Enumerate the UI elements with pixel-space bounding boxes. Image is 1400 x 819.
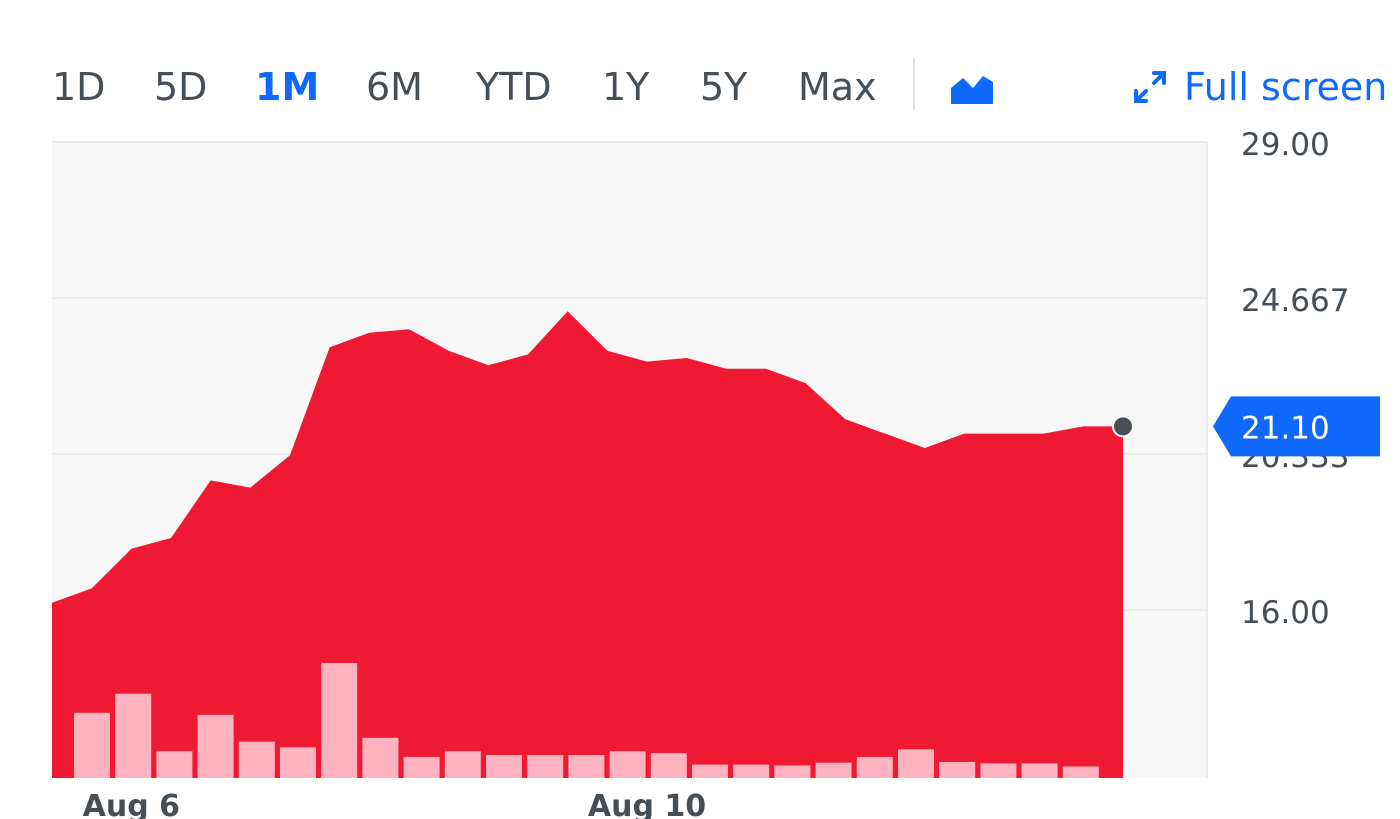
volume-bar <box>527 755 564 778</box>
volume-bar <box>115 693 152 778</box>
plot-area <box>52 141 1208 779</box>
volume-bar <box>815 762 852 778</box>
volume-bar <box>1021 763 1058 778</box>
volume-bar <box>898 749 934 779</box>
volume-bar <box>486 755 522 778</box>
volume-bar <box>444 751 481 778</box>
range-5d[interactable]: 5D <box>154 65 208 109</box>
volume-bar <box>980 763 1017 778</box>
volume-bar <box>362 737 399 779</box>
x-tick-label: Aug 10 <box>588 789 706 819</box>
current-price-tag <box>1213 396 1380 457</box>
fullscreen-button[interactable]: Full screen <box>1130 60 1387 114</box>
chart-toolbar: 1D 5D 1M 6M YTD 1Y 5Y Max Full screen <box>0 0 1400 140</box>
volume-bar <box>197 714 234 778</box>
toolbar-divider <box>913 58 915 110</box>
volume-bar <box>774 765 811 779</box>
volume-bar <box>733 764 770 778</box>
range-6m[interactable]: 6M <box>366 65 423 109</box>
volume-bar <box>692 764 728 778</box>
expand-arrows-icon <box>1130 67 1170 107</box>
volume-bar <box>321 663 358 778</box>
y-tick-label: 24.667 <box>1241 283 1349 319</box>
volume-bar <box>650 753 687 778</box>
current-price-label: 21.10 <box>1241 410 1330 446</box>
current-price-dot <box>1112 415 1134 438</box>
volume-bar <box>568 755 605 778</box>
x-axis: Aug 6 Aug 10 <box>83 789 706 819</box>
range-1m[interactable]: 1M <box>255 65 320 109</box>
volume-bar <box>238 741 275 778</box>
x-tick-label: Aug 6 <box>83 789 180 819</box>
range-max[interactable]: Max <box>798 65 877 109</box>
range-1y[interactable]: 1Y <box>602 65 650 109</box>
volume-bar <box>280 747 316 778</box>
volume-bar <box>609 751 646 778</box>
volume-bar <box>156 751 193 778</box>
range-1d[interactable]: 1D <box>52 65 106 109</box>
fullscreen-label: Full screen <box>1184 65 1388 109</box>
volume-bar <box>74 712 110 778</box>
y-tick-label: 16.00 <box>1241 595 1330 631</box>
volume-bar <box>1062 766 1099 778</box>
area-chart-icon[interactable] <box>949 66 995 106</box>
price-area <box>52 311 1123 778</box>
range-5y[interactable]: 5Y <box>700 65 748 109</box>
range-ytd[interactable]: YTD <box>476 65 552 109</box>
volume-bar <box>856 756 893 778</box>
y-tick-label: 29.00 <box>1241 127 1330 163</box>
volume-bar <box>403 756 440 778</box>
volume-bar <box>939 761 976 778</box>
